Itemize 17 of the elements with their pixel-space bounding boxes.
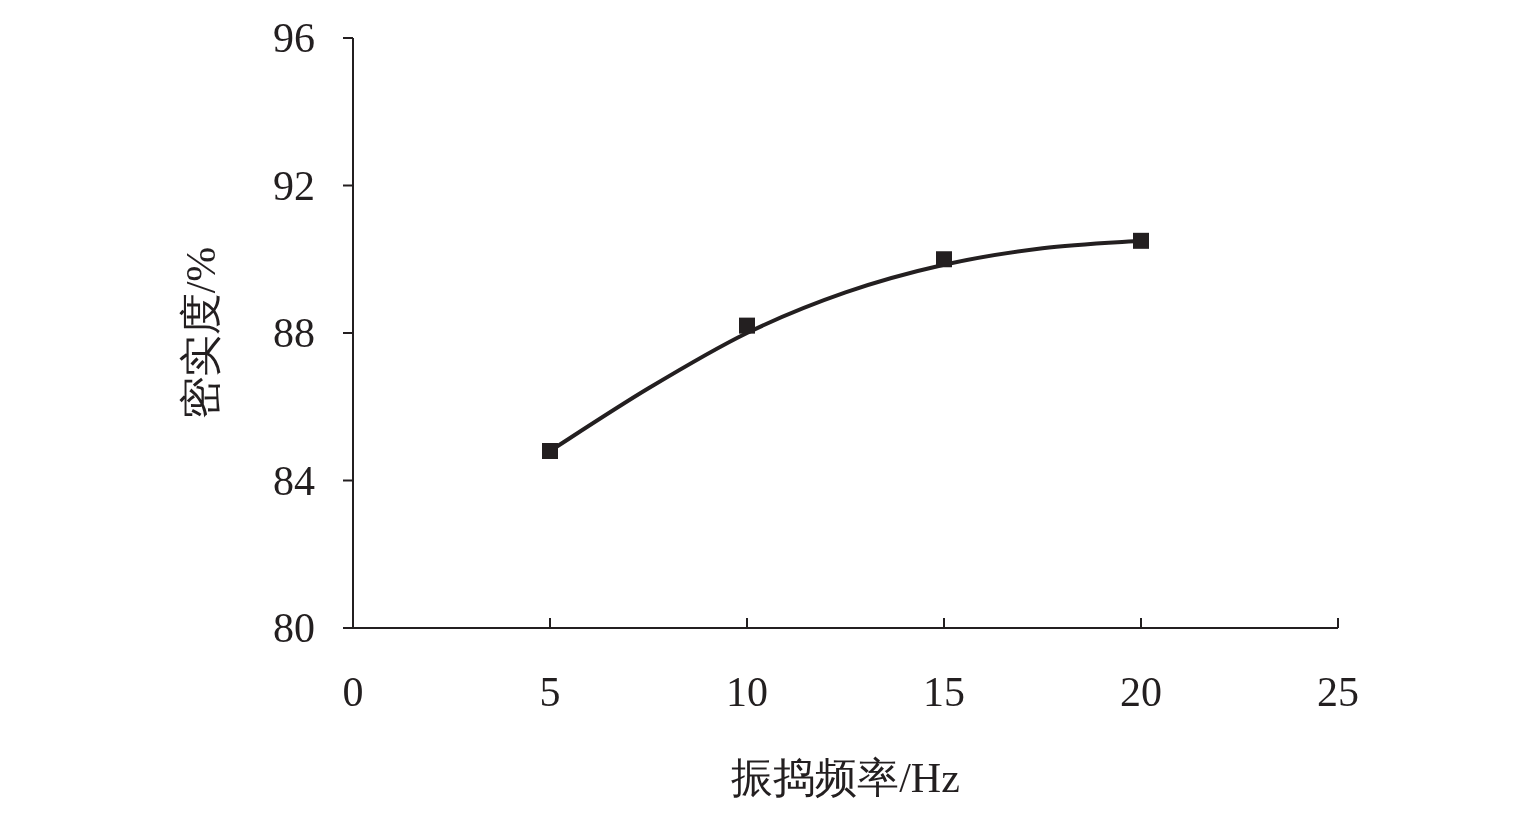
x-axis-title: 振捣频率/Hz [731, 755, 960, 801]
x-tick-label: 0 [342, 669, 364, 715]
y-tick-label: 84 [273, 457, 315, 504]
x-tick-label: 5 [539, 669, 561, 715]
point [1133, 232, 1149, 249]
x-tick-label: 25 [1317, 669, 1359, 715]
y-tick-label: 80 [273, 605, 315, 651]
point [542, 443, 558, 459]
point [739, 317, 755, 334]
y-tick-label: 88 [273, 310, 315, 356]
y-tick-label: 92 [273, 162, 315, 209]
y-tick-label: 96 [273, 15, 315, 61]
x-tick-label: 20 [1120, 669, 1162, 715]
x-tick-label: 10 [726, 669, 768, 715]
y-axis-title: 密实度/% [178, 246, 224, 420]
point [936, 251, 952, 268]
x-tick-label: 15 [923, 669, 965, 715]
